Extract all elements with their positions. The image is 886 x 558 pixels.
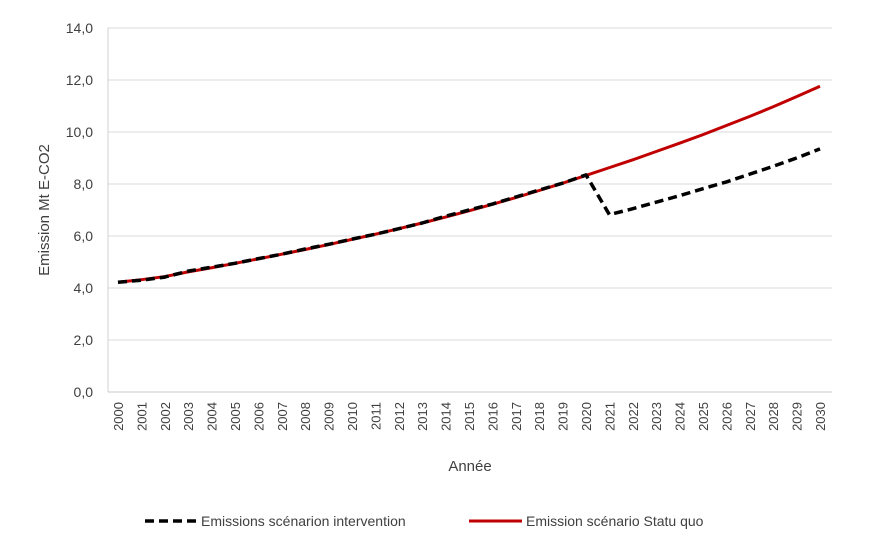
gridlines <box>108 27 832 341</box>
y-tick-label: 8,0 <box>74 176 94 192</box>
legend-label-intervention: Emissions scénarion intervention <box>201 513 406 529</box>
x-tick-label: 2010 <box>345 402 360 431</box>
x-axis-label: Année <box>448 458 491 475</box>
y-tick-label: 12,0 <box>66 72 93 88</box>
y-tick-label: 0,0 <box>74 384 94 400</box>
legend-item-intervention: Emissions scénarion intervention <box>145 513 406 529</box>
x-tick-label: 2013 <box>415 402 430 431</box>
x-tick-label: 2018 <box>532 402 547 431</box>
x-tick-label: 2022 <box>626 402 641 431</box>
x-tick-label: 2004 <box>205 402 220 431</box>
x-tick-label: 2007 <box>275 402 290 431</box>
x-tick-label: 2011 <box>368 402 383 430</box>
x-tick-label: 2012 <box>392 402 407 431</box>
x-tick-label: 2009 <box>322 402 337 431</box>
y-tick-label: 2,0 <box>74 332 94 348</box>
y-tick-label: 4,0 <box>74 280 94 296</box>
series-line-intervention <box>117 147 821 285</box>
x-tick-label: 2029 <box>790 402 805 431</box>
x-tick-label: 2005 <box>228 402 243 431</box>
x-tick-label: 2024 <box>673 402 688 431</box>
legend-label-statu-quo: Emission scénario Statu quo <box>526 513 704 529</box>
y-tick-label: 14,0 <box>66 20 93 36</box>
x-tick-label: 2017 <box>509 402 524 431</box>
x-tick-label: 2002 <box>158 402 173 431</box>
x-tick-label: 2015 <box>462 402 477 431</box>
x-tick-label: 2003 <box>181 402 196 431</box>
y-tick-label: 10,0 <box>66 124 93 140</box>
axes <box>107 28 832 393</box>
y-tick-label: 6,0 <box>74 228 94 244</box>
x-tick-label: 2023 <box>649 402 664 431</box>
x-tick-label: 2014 <box>439 402 454 431</box>
x-tick-label: 2026 <box>719 402 734 431</box>
x-tick-label: 2020 <box>579 402 594 431</box>
series-lines <box>117 84 821 285</box>
x-tick-label: 2030 <box>813 402 828 431</box>
x-tick-label: 2025 <box>696 402 711 431</box>
x-tick-label: 2028 <box>766 402 781 431</box>
x-tick-label: 2016 <box>485 402 500 431</box>
y-tick-labels: 0,0 2,0 4,0 6,0 8,0 10,0 12,0 14,0 <box>66 20 93 400</box>
x-tick-label: 2006 <box>251 402 266 431</box>
x-tick-labels: 2000 2001 2002 2003 2004 2005 2006 2007 2008 2009… <box>111 402 828 431</box>
legend: Emissions scénarion intervention Emissio… <box>145 513 704 529</box>
x-tick-label: 2019 <box>556 402 571 431</box>
x-tick-label: 2008 <box>298 402 313 431</box>
legend-item-statu-quo: Emission scénario Statu quo <box>469 513 704 529</box>
x-tick-label: 2027 <box>743 402 758 431</box>
x-tick-label: 2021 <box>602 402 617 431</box>
y-axis-label: Emission Mt E-CO2 <box>36 144 53 276</box>
x-tick-label: 2000 <box>111 402 126 431</box>
x-tick-label: 2001 <box>134 402 149 431</box>
